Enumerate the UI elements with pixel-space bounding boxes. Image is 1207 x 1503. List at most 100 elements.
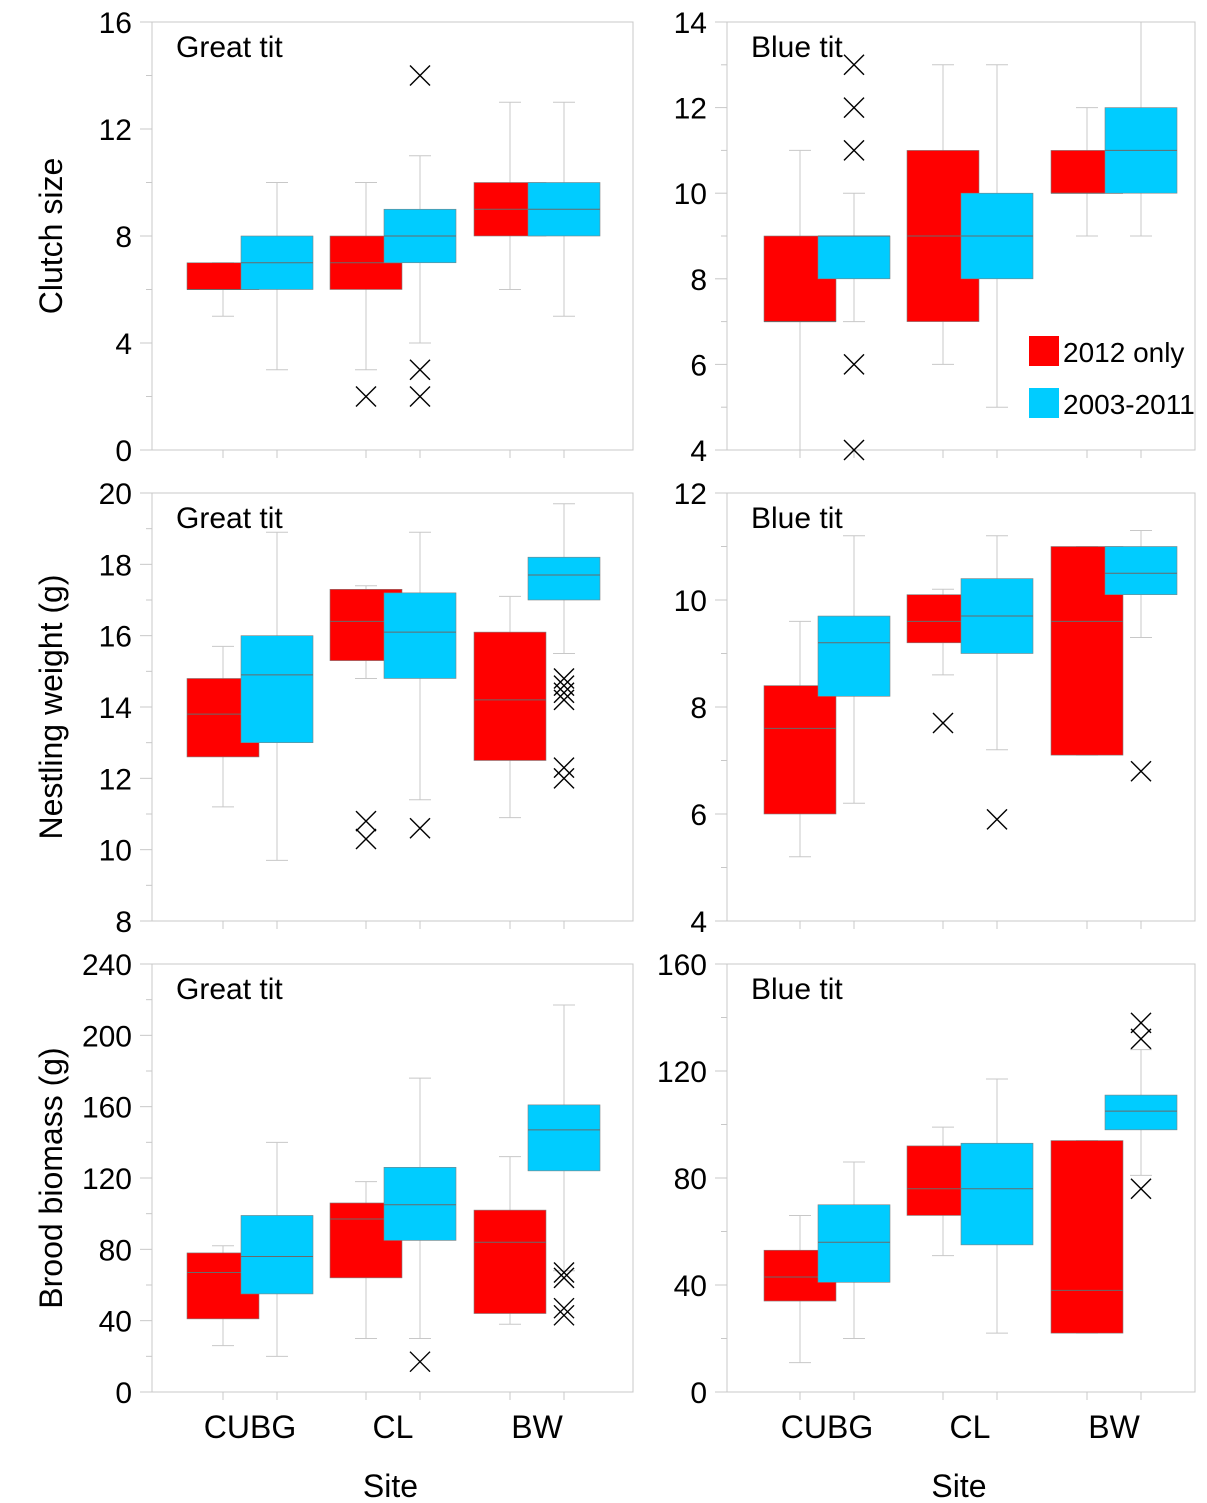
box-bw bbox=[473, 1156, 547, 1325]
outlier-marker bbox=[1130, 1178, 1152, 1200]
y-axis-title: Brood biomass (g) bbox=[33, 1047, 69, 1308]
box-iqr bbox=[1104, 546, 1178, 595]
box-cl bbox=[383, 531, 457, 839]
outlier-marker bbox=[355, 386, 377, 407]
y-tick-label: 16 bbox=[99, 7, 132, 40]
box-cl bbox=[960, 535, 1034, 830]
outlier-marker bbox=[843, 139, 865, 161]
y-tick-label: 12 bbox=[99, 114, 132, 147]
outlier-marker bbox=[553, 1297, 575, 1319]
outlier-marker bbox=[409, 386, 431, 407]
panel-title: Great tit bbox=[176, 973, 283, 1006]
box-bw bbox=[1104, 1012, 1178, 1200]
box-iqr bbox=[473, 631, 547, 761]
box-iqr bbox=[527, 1104, 601, 1172]
y-tick-label: 14 bbox=[674, 7, 707, 40]
panel-3: 8 10 12 14 16 18 20 Great tit Nestling weight (g… bbox=[33, 478, 634, 939]
y-tick-label: 160 bbox=[657, 949, 707, 982]
panel-4: 4 6 8 10 12 Blue tit bbox=[674, 478, 1196, 939]
box-bw bbox=[473, 595, 547, 819]
box-cl bbox=[383, 65, 457, 407]
box-cubg bbox=[240, 182, 314, 371]
y-tick-label: 12 bbox=[674, 478, 707, 511]
legend-swatch bbox=[1029, 336, 1059, 366]
outlier-marker bbox=[1130, 1012, 1152, 1034]
y-tick-label: 6 bbox=[690, 799, 707, 832]
outlier-marker bbox=[843, 353, 865, 375]
outlier-marker bbox=[553, 757, 575, 779]
y-tick-label: 4 bbox=[690, 435, 707, 468]
y-tick-label: 40 bbox=[99, 1306, 132, 1339]
panel-5: 0 40 80 120 160 200 240 Great tit Brood biomass … bbox=[33, 949, 634, 1503]
outlier-marker bbox=[1130, 760, 1152, 782]
x-tick-label: CUBG bbox=[781, 1409, 873, 1445]
x-tick-label: CL bbox=[950, 1409, 991, 1445]
x-tick-label: BW bbox=[1088, 1409, 1140, 1445]
box-iqr bbox=[817, 235, 891, 280]
y-tick-label: 14 bbox=[99, 692, 132, 725]
outlier-marker bbox=[1130, 1028, 1152, 1050]
box-iqr bbox=[240, 1215, 314, 1295]
outlier-marker bbox=[553, 689, 575, 711]
panel-title: Great tit bbox=[176, 502, 283, 535]
y-tick-label: 4 bbox=[115, 328, 132, 361]
box-bw bbox=[527, 503, 601, 789]
outlier-marker bbox=[843, 54, 865, 76]
y-tick-label: 6 bbox=[690, 349, 707, 382]
outlier-marker bbox=[409, 817, 431, 839]
y-tick-label: 16 bbox=[99, 621, 132, 654]
box-iqr bbox=[473, 1209, 547, 1314]
series-2003-2011 bbox=[817, 21, 1178, 461]
y-tick-label: 12 bbox=[99, 763, 132, 796]
box-iqr bbox=[960, 1142, 1034, 1246]
series-2012-only bbox=[763, 546, 1124, 858]
box-bw bbox=[527, 101, 601, 317]
box-cl bbox=[383, 1077, 457, 1373]
y-tick-label: 40 bbox=[674, 1270, 707, 1303]
box-iqr bbox=[817, 1204, 891, 1283]
outlier-marker bbox=[553, 1304, 575, 1326]
series-2003-2011 bbox=[817, 529, 1178, 830]
box-cubg bbox=[817, 54, 891, 461]
box-iqr bbox=[383, 1167, 457, 1241]
x-tick-label: CUBG bbox=[204, 1409, 296, 1445]
x-axis-title: Site bbox=[931, 1468, 986, 1503]
panel-title: Blue tit bbox=[751, 502, 843, 535]
x-tick-label: CL bbox=[373, 1409, 414, 1445]
panel-title: Great tit bbox=[176, 31, 283, 64]
box-iqr bbox=[383, 592, 457, 679]
y-axis-title: Nestling weight (g) bbox=[33, 575, 69, 840]
x-tick-label: BW bbox=[511, 1409, 563, 1445]
x-axis-title: Site bbox=[363, 1468, 418, 1503]
y-tick-label: 0 bbox=[690, 1377, 707, 1410]
y-tick-label: 8 bbox=[690, 264, 707, 297]
panel-title: Blue tit bbox=[751, 31, 843, 64]
y-tick-label: 200 bbox=[82, 1020, 132, 1053]
y-tick-label: 4 bbox=[690, 906, 707, 939]
box-cubg bbox=[817, 535, 891, 804]
box-iqr bbox=[1050, 1140, 1124, 1334]
y-tick-label: 8 bbox=[690, 692, 707, 725]
outlier-marker bbox=[553, 682, 575, 704]
panel-title: Blue tit bbox=[751, 973, 843, 1006]
outlier-marker bbox=[553, 767, 575, 789]
legend-label: 2003-2011 bbox=[1063, 389, 1195, 420]
y-tick-label: 0 bbox=[115, 1377, 132, 1410]
box-bw bbox=[1104, 529, 1178, 782]
panel-6: 0 40 80 120 160 Blue tit CUBG CL BW Site bbox=[657, 949, 1196, 1503]
outlier-marker bbox=[355, 828, 377, 850]
y-tick-label: 160 bbox=[82, 1092, 132, 1125]
box-cubg bbox=[240, 1141, 314, 1357]
y-tick-label: 10 bbox=[674, 585, 707, 618]
box-bw bbox=[1050, 1140, 1124, 1334]
box-cubg bbox=[763, 620, 837, 858]
box-cubg bbox=[817, 1161, 891, 1339]
series-2003-2011 bbox=[817, 1012, 1178, 1339]
outlier-marker bbox=[932, 712, 954, 734]
y-tick-label: 80 bbox=[674, 1163, 707, 1196]
box-bw bbox=[1104, 21, 1178, 237]
y-tick-label: 10 bbox=[99, 835, 132, 868]
outlier-marker bbox=[843, 97, 865, 119]
box-cubg bbox=[763, 149, 837, 451]
